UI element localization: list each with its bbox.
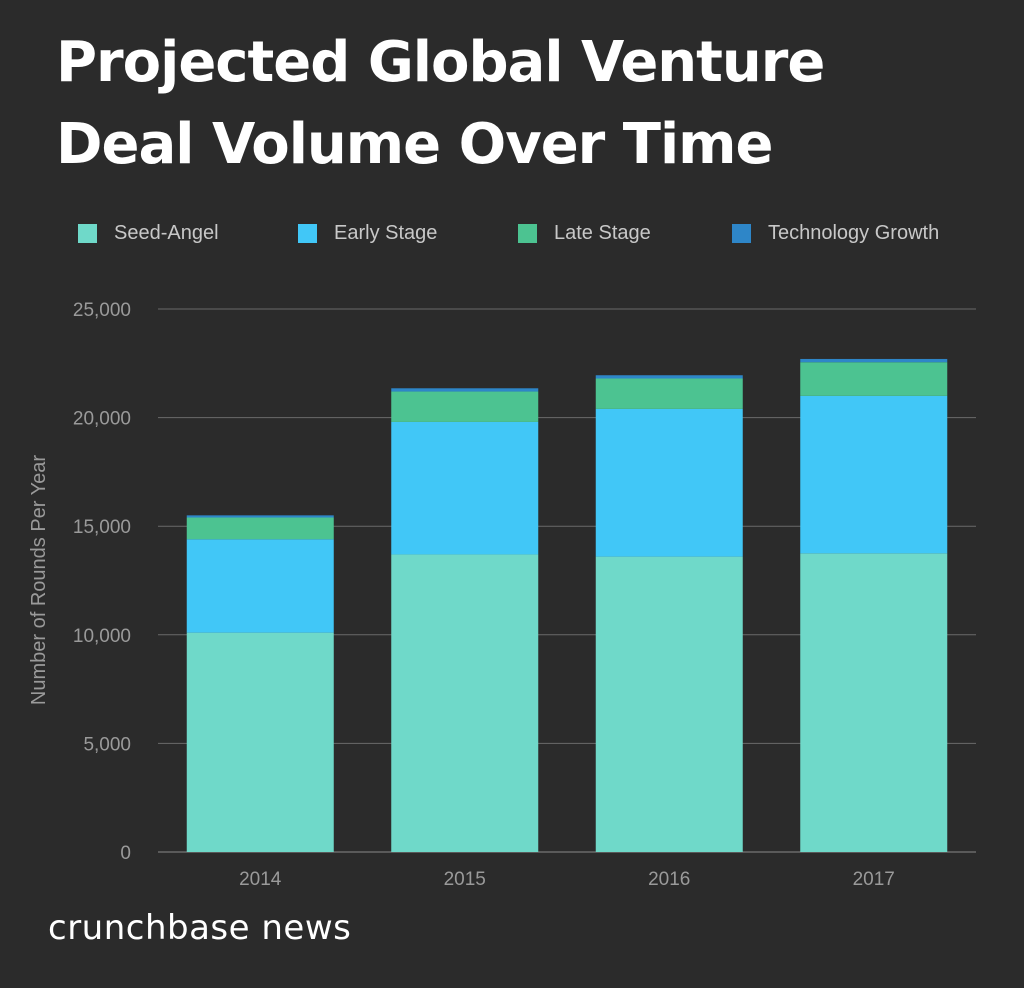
- bar-late-stage-2017: [800, 362, 948, 396]
- bar-seed-angel-2014: [186, 632, 334, 852]
- y-tick-label-25000: 25,000: [73, 300, 131, 321]
- bar-technology-growth-2015: [391, 388, 539, 392]
- legend-item-early-stage: Early Stage: [298, 216, 437, 250]
- legend-swatch-seed-angel: [78, 223, 97, 243]
- legend-label-late-stage: Late Stage: [554, 221, 651, 244]
- bar-technology-growth-2016: [595, 375, 743, 379]
- y-tick-label-0: 0: [120, 843, 131, 864]
- legend-swatch-early-stage: [298, 223, 317, 243]
- bar-seed-angel-2016: [595, 556, 743, 852]
- bar-seed-angel-2015: [391, 554, 539, 852]
- legend-label-early-stage: Early Stage: [334, 221, 438, 244]
- x-tick-label-2015: 2015: [444, 869, 486, 890]
- legend-label-technology-growth: Technology Growth: [768, 221, 940, 244]
- bar-late-stage-2015: [391, 391, 539, 422]
- chart-legend: Seed-Angel Early Stage Late Stage Techno…: [0, 216, 1024, 250]
- bar-seed-angel-2017: [800, 553, 948, 852]
- x-tick-label-2017: 2017: [853, 869, 895, 890]
- bar-technology-growth-2014: [186, 515, 334, 518]
- legend-swatch-technology-growth: [732, 223, 751, 243]
- bar-early-stage-2016: [595, 408, 743, 557]
- x-tick-label-2014: 2014: [239, 869, 282, 890]
- legend-item-technology-growth: Technology Growth: [732, 216, 939, 250]
- legend-item-seed-angel: Seed-Angel: [78, 216, 219, 250]
- legend-item-late-stage: Late Stage: [518, 216, 651, 250]
- bar-late-stage-2016: [595, 378, 743, 409]
- stacked-bar-chart: 0 5,000 10,000 15,000 20,000 25,000 Number of …: [28, 300, 976, 890]
- y-tick-label-15000: 15,000: [73, 517, 131, 538]
- bar-early-stage-2015: [391, 421, 539, 555]
- legend-label-seed-angel: Seed-Angel: [114, 221, 219, 244]
- brand-logo: crunchbase news: [48, 908, 352, 948]
- bar-early-stage-2017: [800, 395, 948, 554]
- y-tick-label-10000: 10,000: [73, 626, 131, 647]
- bar-technology-growth-2017: [800, 358, 948, 363]
- y-axis-title: Number of Rounds Per Year: [28, 455, 50, 705]
- legend-swatch-late-stage: [518, 223, 537, 243]
- chart-title: Projected Global Venture Deal Volume Ove…: [56, 30, 825, 177]
- x-tick-label-2016: 2016: [648, 869, 690, 890]
- bar-early-stage-2014: [186, 539, 334, 633]
- y-tick-label-5000: 5,000: [83, 734, 131, 755]
- bar-late-stage-2014: [186, 517, 334, 540]
- y-tick-label-20000: 20,000: [73, 409, 131, 430]
